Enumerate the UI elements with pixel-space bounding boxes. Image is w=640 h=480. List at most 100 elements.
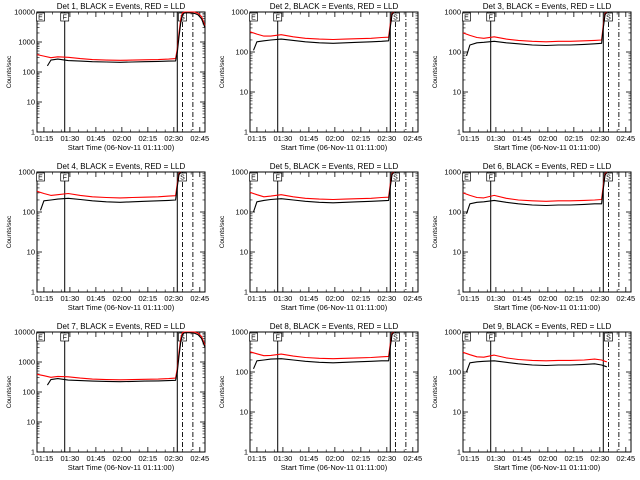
plot-frame bbox=[462, 171, 632, 293]
x-axis-label: Start Time (06-Nov-11 01:11:00) bbox=[281, 463, 388, 472]
x-tick-label: 02:45 bbox=[190, 134, 209, 143]
lld-series-line bbox=[462, 351, 607, 363]
x-tick-label: 01:15 bbox=[248, 454, 267, 463]
y-tick-label: 1000 bbox=[444, 328, 461, 337]
x-axis-label: Start Time (06-Nov-11 01:11:00) bbox=[494, 143, 601, 152]
lld-series-line bbox=[36, 11, 206, 61]
x-tick-label: 01:15 bbox=[35, 134, 54, 143]
flag-label-e: E bbox=[251, 15, 256, 22]
flag-label-s: S bbox=[393, 335, 398, 342]
flag-label-f: F bbox=[489, 335, 493, 342]
x-tick-label: 02:15 bbox=[564, 454, 583, 463]
x-tick-label: 02:00 bbox=[538, 134, 557, 143]
x-tick-label: 02:15 bbox=[138, 134, 157, 143]
x-tick-label: 01:45 bbox=[512, 134, 531, 143]
x-axis-label: Start Time (06-Nov-11 01:11:00) bbox=[281, 143, 388, 152]
panel-title: Det 8, BLACK = Events, RED = LLD bbox=[270, 322, 399, 331]
y-tick-label: 10 bbox=[27, 98, 35, 107]
x-tick-label: 01:15 bbox=[461, 294, 480, 303]
y-axis-label: Counts/sec bbox=[219, 55, 226, 88]
flag-label-e: E bbox=[38, 175, 43, 182]
lld-series-line bbox=[249, 331, 395, 360]
y-tick-label: 10 bbox=[27, 248, 35, 257]
y-tick-label: 100 bbox=[448, 368, 461, 377]
x-tick-label: 01:45 bbox=[299, 134, 318, 143]
x-tick-label: 02:30 bbox=[377, 454, 396, 463]
x-tick-label: 01:45 bbox=[512, 454, 531, 463]
panel-title: Det 5, BLACK = Events, RED = LLD bbox=[270, 162, 399, 171]
panel-title: Det 6, BLACK = Events, RED = LLD bbox=[483, 162, 612, 171]
flag-label-s: S bbox=[606, 175, 611, 182]
x-tick-label: 02:30 bbox=[590, 454, 609, 463]
detector-panel-3: Det 3, BLACK = Events, RED = LLD 1 10 100 10… bbox=[432, 2, 635, 152]
events-series-line bbox=[39, 172, 182, 211]
y-tick-label: 1000 bbox=[18, 358, 35, 367]
x-tick-label: 02:30 bbox=[377, 134, 396, 143]
y-tick-label: 100 bbox=[448, 48, 461, 57]
y-tick-label: 100 bbox=[235, 208, 248, 217]
y-tick-label: 1000 bbox=[444, 8, 461, 17]
panel-title: Det 4, BLACK = Events, RED = LLD bbox=[57, 162, 186, 171]
x-tick-label: 02:00 bbox=[538, 454, 557, 463]
flag-label-s: S bbox=[180, 175, 185, 182]
flag-label-s: S bbox=[393, 15, 398, 22]
x-tick-label: 02:00 bbox=[325, 454, 344, 463]
events-series-line bbox=[465, 360, 607, 373]
detector-panel-4: Det 4, BLACK = Events, RED = LLD 1 10 100 10… bbox=[6, 162, 209, 312]
x-tick-label: 01:45 bbox=[86, 134, 105, 143]
panel-title: Det 3, BLACK = Events, RED = LLD bbox=[483, 2, 612, 11]
y-axis-label: Counts/sec bbox=[432, 55, 439, 88]
events-series-line bbox=[252, 172, 395, 213]
flag-label-e: E bbox=[251, 175, 256, 182]
x-tick-label: 02:00 bbox=[112, 294, 131, 303]
panel-title: Det 1, BLACK = Events, RED = LLD bbox=[57, 2, 186, 11]
events-series-line bbox=[465, 172, 608, 214]
x-tick-label: 02:00 bbox=[112, 134, 131, 143]
flag-label-e: E bbox=[38, 335, 43, 342]
flag-box-e bbox=[462, 12, 471, 22]
detector-panel-7: Det 7, BLACK = Events, RED = LLD 1 10 100 10… bbox=[6, 322, 209, 472]
x-axis-label: Start Time (06-Nov-11 01:11:00) bbox=[68, 303, 175, 312]
y-tick-label: 1 bbox=[31, 288, 35, 297]
y-tick-label: 1 bbox=[244, 128, 248, 137]
y-tick-label: 1 bbox=[244, 448, 248, 457]
x-tick-label: 01:45 bbox=[299, 454, 318, 463]
y-tick-label: 10000 bbox=[14, 8, 35, 17]
y-tick-label: 1000 bbox=[18, 168, 35, 177]
x-tick-label: 01:15 bbox=[248, 134, 267, 143]
flag-label-s: S bbox=[180, 15, 185, 22]
x-tick-label: 02:30 bbox=[164, 454, 183, 463]
x-tick-label: 02:45 bbox=[616, 134, 635, 143]
x-tick-label: 02:15 bbox=[351, 294, 370, 303]
flag-box-e bbox=[36, 12, 45, 22]
y-tick-label: 100 bbox=[235, 368, 248, 377]
detector-panel-8: Det 8, BLACK = Events, RED = LLD 1 10 100 10… bbox=[219, 322, 422, 472]
y-tick-label: 10000 bbox=[14, 328, 35, 337]
flag-label-e: E bbox=[464, 335, 469, 342]
x-tick-label: 02:30 bbox=[164, 294, 183, 303]
plot-frame bbox=[249, 11, 419, 133]
plot-frame bbox=[249, 171, 419, 293]
x-tick-label: 02:30 bbox=[164, 134, 183, 143]
events-series-line bbox=[252, 12, 395, 51]
events-series-line bbox=[465, 12, 608, 57]
x-tick-label: 01:45 bbox=[86, 454, 105, 463]
flag-box-f bbox=[486, 12, 496, 22]
x-tick-label: 01:30 bbox=[274, 294, 293, 303]
y-tick-label: 1000 bbox=[231, 168, 248, 177]
x-axis-label: Start Time (06-Nov-11 01:11:00) bbox=[494, 463, 601, 472]
flag-box-f bbox=[273, 12, 283, 22]
y-axis-label: Counts/sec bbox=[6, 215, 13, 248]
flag-label-s: S bbox=[606, 335, 611, 342]
x-tick-label: 01:15 bbox=[461, 454, 480, 463]
x-tick-label: 01:30 bbox=[61, 454, 80, 463]
x-tick-label: 02:45 bbox=[403, 134, 422, 143]
y-tick-label: 1000 bbox=[18, 38, 35, 47]
x-tick-label: 02:00 bbox=[325, 134, 344, 143]
detector-panel-6: Det 6, BLACK = Events, RED = LLD 1 10 100 10… bbox=[432, 162, 635, 312]
lld-series-line bbox=[249, 11, 395, 41]
flag-label-s: S bbox=[180, 335, 185, 342]
y-tick-label: 10 bbox=[453, 408, 461, 417]
y-axis-label: Counts/sec bbox=[6, 375, 13, 408]
